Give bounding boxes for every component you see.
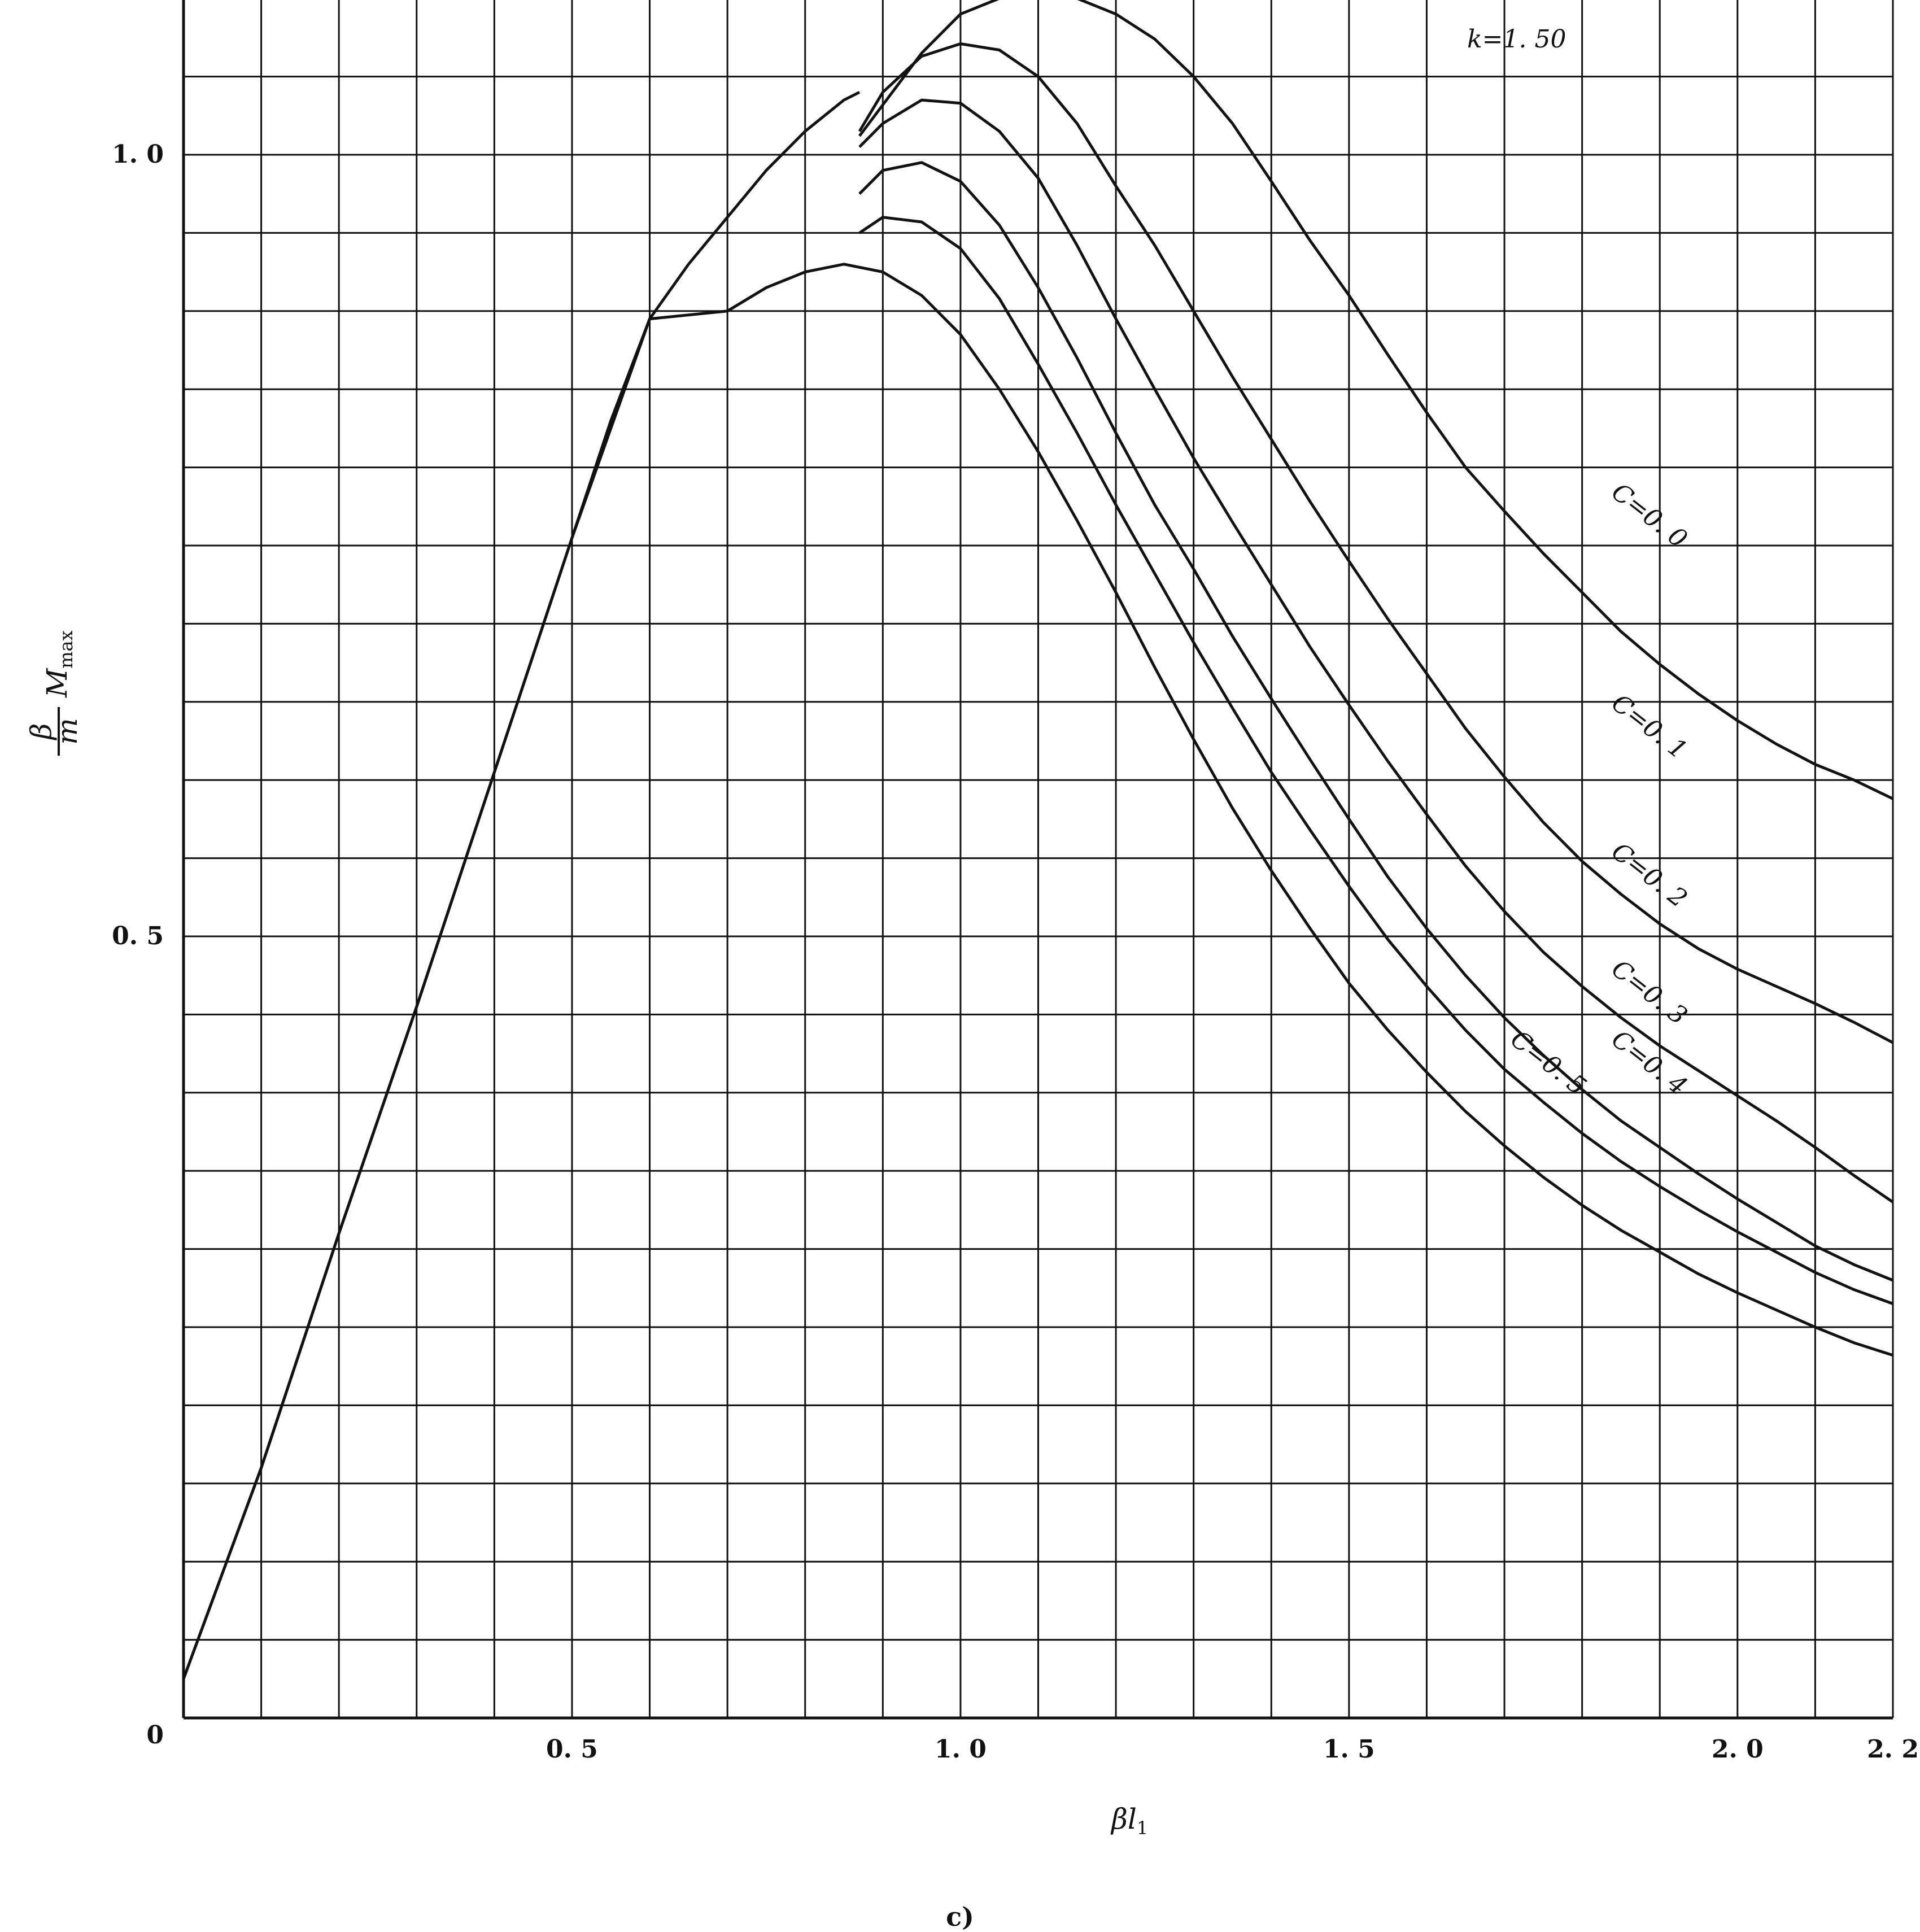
x-tick-label: 2. 0 <box>1712 1735 1764 1764</box>
series-line <box>858 42 1894 1044</box>
series-line <box>858 98 1894 1203</box>
y-tick-label: 1. 0 <box>112 140 164 169</box>
x-axis-label: βl1 <box>1110 1803 1148 1839</box>
x-tick-label: 2. 2 <box>1867 1735 1919 1764</box>
series-group <box>182 0 1894 1680</box>
axes: 0. 5 1. 0 1. 5 2. 0 2. 2 0 0. 5 1. 0 <box>112 0 1919 1764</box>
grid <box>184 0 1894 1718</box>
series-line <box>182 263 1893 1680</box>
series-line <box>858 161 1893 1282</box>
y-label-symbol: Mmax <box>41 630 77 698</box>
y-label-numerator: β <box>25 723 58 741</box>
y-tick-label: 0. 5 <box>112 922 164 950</box>
series-line <box>858 0 1894 800</box>
k-annotation: k=1. 50 <box>1467 25 1566 54</box>
x-tick-label: 1. 5 <box>1323 1735 1375 1764</box>
series-line <box>182 91 861 1680</box>
x-tick-label: 0. 5 <box>546 1735 598 1764</box>
y-label-denominator: m <box>51 718 84 744</box>
series-line <box>858 216 1893 1305</box>
x-tick-label: 1. 0 <box>935 1735 987 1764</box>
y-tick-label: 0 <box>146 1721 164 1750</box>
figure-caption: c) <box>946 1902 974 1932</box>
